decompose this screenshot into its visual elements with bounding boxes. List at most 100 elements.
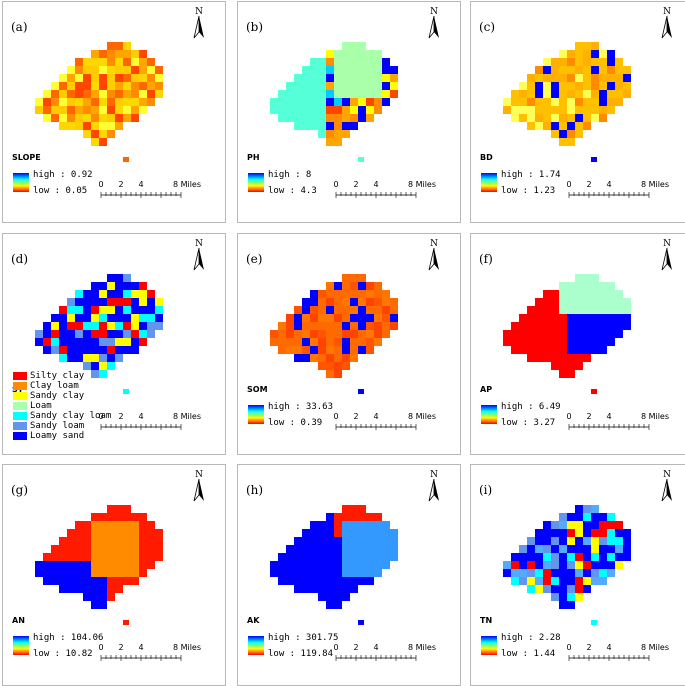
raster-cell: [350, 82, 358, 90]
raster-cell: [310, 114, 318, 122]
raster-cell: [527, 553, 535, 561]
raster-cell: [527, 90, 535, 98]
svg-text:8 Miles: 8 Miles: [641, 180, 669, 189]
raster-cell: [286, 577, 294, 585]
raster-cell: [623, 90, 631, 98]
raster-cell: [575, 593, 583, 601]
raster-cell: [342, 122, 350, 130]
raster-cell: [567, 577, 575, 585]
raster-cell: [551, 74, 559, 82]
raster-cell: [302, 322, 310, 330]
raster-cell: [567, 114, 575, 122]
panel-label: (i): [479, 483, 493, 497]
raster-cell: [607, 106, 615, 114]
raster-cell: [535, 98, 543, 106]
raster-cell: [591, 569, 599, 577]
raster-cell: [67, 82, 75, 90]
raster-cell: [147, 298, 155, 306]
raster-cell: [358, 98, 366, 106]
panel-label: (b): [246, 20, 264, 34]
raster-cell: [326, 338, 334, 346]
raster-cell: [123, 330, 131, 338]
raster-cell: [123, 90, 131, 98]
raster-cell: [567, 593, 575, 601]
raster-cell: [374, 513, 382, 521]
raster-cell: [155, 74, 163, 82]
raster-cell: [350, 513, 358, 521]
raster-cell: [139, 314, 147, 322]
svg-text:N: N: [430, 470, 438, 480]
raster-cell: [583, 106, 591, 114]
panel-label: (g): [11, 483, 29, 497]
raster-cell: [75, 306, 83, 314]
raster-cell: [326, 50, 334, 58]
svg-text:8 Miles: 8 Miles: [173, 412, 201, 421]
raster-cell: [551, 577, 559, 585]
raster-cell: [591, 338, 599, 346]
raster-cell: [551, 322, 559, 330]
raster-cell: [374, 50, 382, 58]
raster-cell: [139, 330, 147, 338]
raster-cell: [91, 74, 99, 82]
svg-text:2: 2: [586, 180, 591, 189]
raster-cell: [59, 82, 67, 90]
raster-cell: [123, 346, 131, 354]
raster-map: [35, 505, 163, 625]
raster-cell: [390, 545, 398, 553]
raster-cell: [123, 114, 131, 122]
raster-cell: [390, 529, 398, 537]
svg-text:8 Miles: 8 Miles: [641, 643, 669, 652]
raster-cell: [326, 370, 334, 378]
raster-cell: [575, 521, 583, 529]
raster-cell: [123, 274, 131, 282]
raster-cell: [83, 90, 91, 98]
legend-high: high : 301.75: [268, 633, 339, 643]
raster-cell: [519, 569, 527, 577]
legend-high: high : 104.06: [33, 633, 104, 643]
raster-cell: [567, 521, 575, 529]
raster-cell: [75, 58, 83, 66]
raster-cell: [302, 106, 310, 114]
raster-cell: [326, 577, 334, 585]
raster-cell: [294, 561, 302, 569]
svg-text:2: 2: [353, 412, 358, 421]
raster-cell: [342, 298, 350, 306]
raster-cell: [623, 82, 631, 90]
svg-text:0: 0: [334, 180, 339, 189]
raster-cell: [326, 529, 334, 537]
raster-cell: [551, 529, 559, 537]
raster-cell: [67, 298, 75, 306]
raster-cell: [599, 529, 607, 537]
raster-cell: [543, 322, 551, 330]
raster-cell: [123, 106, 131, 114]
raster-cell: [575, 122, 583, 130]
raster-cell: [326, 354, 334, 362]
raster-cell: [131, 90, 139, 98]
color-ramp: [481, 405, 497, 424]
raster-cell: [551, 561, 559, 569]
raster-cell: [599, 537, 607, 545]
raster-cell: [511, 322, 519, 330]
raster-cell: [543, 58, 551, 66]
panel-label: (f): [479, 252, 493, 266]
raster-cell: [567, 601, 575, 609]
outlier-cell: [123, 389, 129, 394]
raster-cell: [551, 58, 559, 66]
svg-text:N: N: [663, 239, 671, 249]
raster-cell: [342, 314, 350, 322]
raster-cell: [607, 569, 615, 577]
raster-cell: [527, 577, 535, 585]
raster-cell: [131, 537, 139, 545]
svg-text:4: 4: [606, 412, 611, 421]
raster-cell: [511, 577, 519, 585]
legend-low: low : 1.44: [501, 649, 556, 659]
raster-cell: [551, 338, 559, 346]
raster-cell: [511, 338, 519, 346]
raster-cell: [599, 322, 607, 330]
raster-cell: [543, 577, 551, 585]
raster-cell: [358, 282, 366, 290]
raster-cell: [91, 98, 99, 106]
raster-cell: [286, 561, 294, 569]
raster-cell: [59, 330, 67, 338]
